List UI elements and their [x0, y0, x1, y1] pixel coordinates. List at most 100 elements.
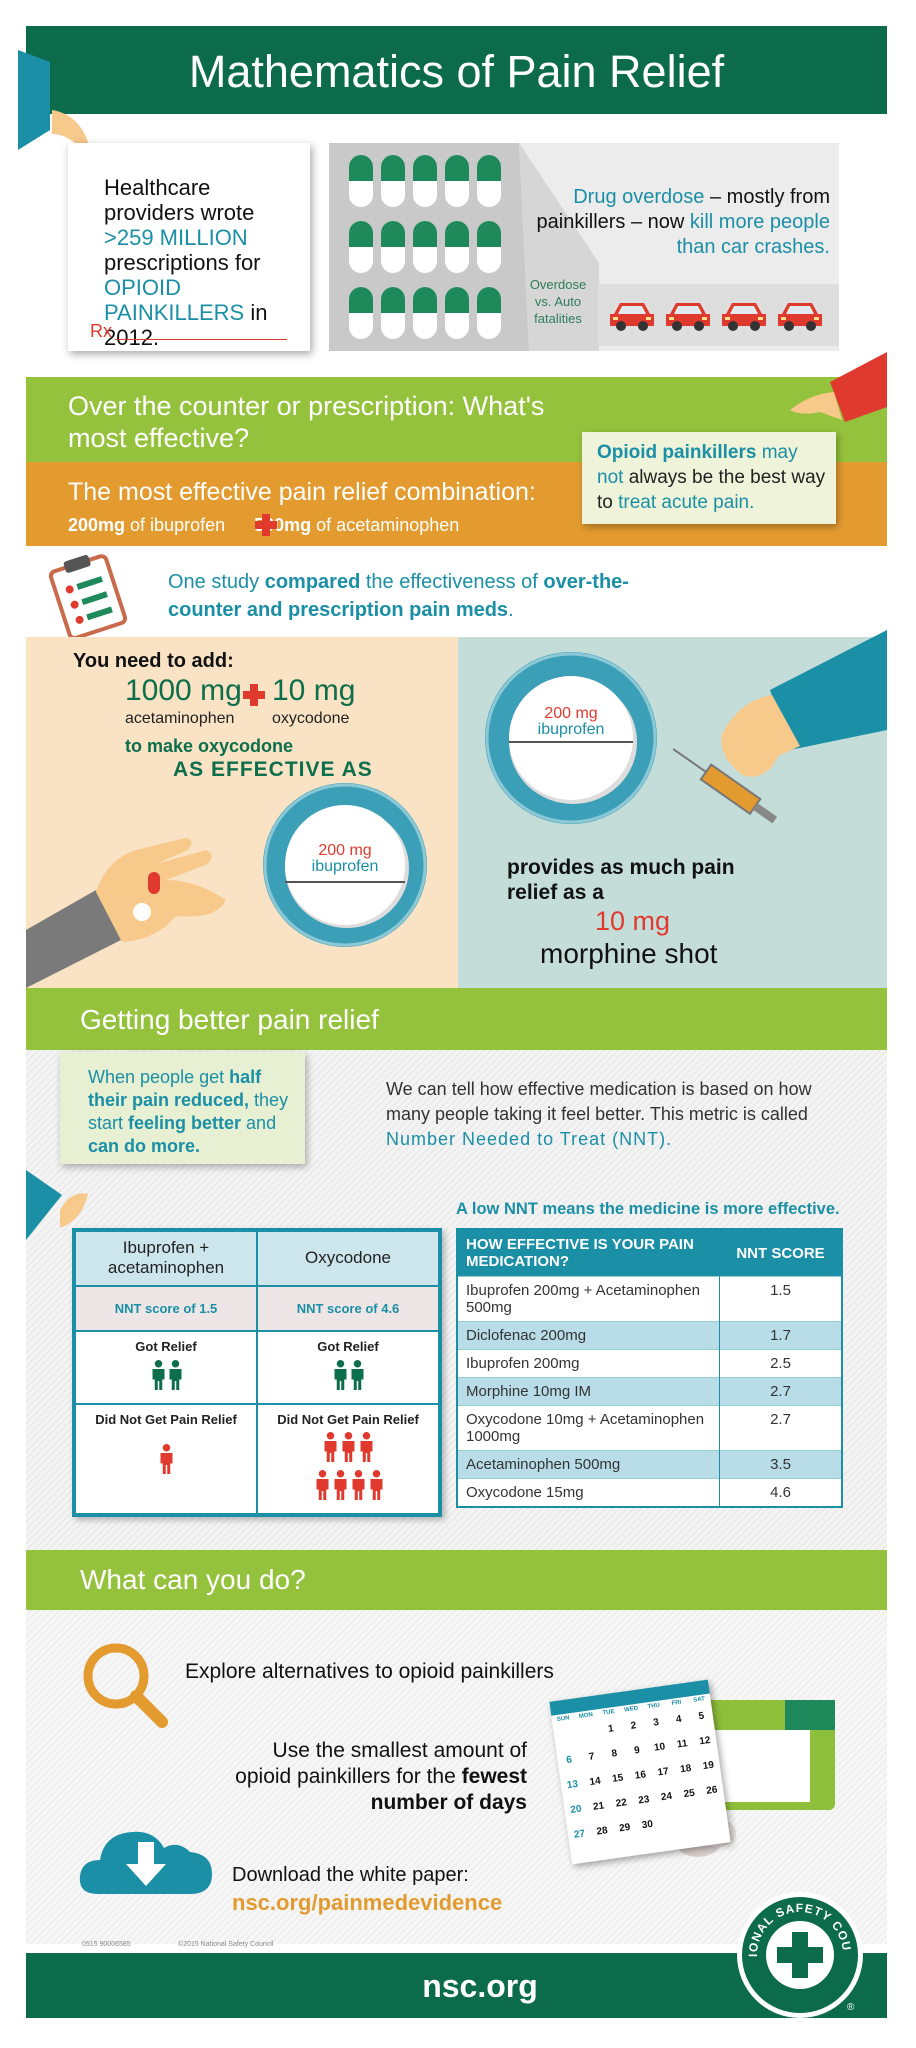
overdose-label: Overdose vs. Auto fatalities: [529, 277, 587, 326]
weekday: SAT: [692, 1696, 706, 1704]
plus-icon: [243, 684, 265, 706]
table-row: Acetaminophen 500mg 3.5: [458, 1450, 841, 1479]
highlight: over-the-counter and prescription pain m…: [168, 571, 629, 621]
day: 18: [679, 1762, 693, 1776]
day: 7: [588, 1751, 596, 1763]
red-sleeve-hand: [790, 352, 887, 422]
download-label: Download the white paper:: [232, 1864, 469, 1886]
day: 8: [610, 1748, 618, 1760]
comparison-line: to make oxycodone: [125, 736, 294, 756]
nnt-note: A low NNT means the medicine is more eff…: [456, 1200, 840, 1218]
day: 20: [569, 1803, 583, 1816]
text: One study: [168, 571, 265, 593]
highlight: half their pain reduced,: [88, 1067, 262, 1110]
need-label: You need to add:: [73, 650, 234, 672]
score-cell: 4.6: [719, 1478, 841, 1506]
download-link[interactable]: nsc.org/painmedevidence: [232, 1890, 503, 1915]
day: 19: [702, 1759, 715, 1773]
table-row: Diclofenac 200mg 1.7: [458, 1321, 841, 1350]
score-cell: 1.7: [719, 1321, 841, 1350]
day: 28: [595, 1825, 609, 1838]
day: 22: [615, 1797, 628, 1810]
medication-cell: Acetaminophen 500mg: [458, 1450, 720, 1479]
highlight: Opioid painkillers: [597, 442, 757, 463]
cloud-download-icon: [79, 1831, 213, 1894]
corner-hand: [18, 50, 90, 151]
pill-drug: ibuprofen: [311, 858, 379, 875]
text: of acetaminophen: [311, 515, 460, 535]
clipboard-icon: [48, 554, 128, 641]
nnt-table: HOW EFFECTIVE IS YOUR PAIN MEDICATION? NN…: [458, 1230, 841, 1506]
medication-cell: Morphine 10mg IM: [458, 1377, 720, 1406]
text: Use the smallest amount of opioid painki…: [235, 1739, 527, 1788]
text: NNT score of 1.5: [114, 1301, 218, 1316]
rx-line: [115, 339, 287, 340]
text: Got Relief: [135, 1339, 197, 1354]
plus-icon: [255, 514, 277, 536]
medication-cell: Diclofenac 200mg: [458, 1321, 720, 1350]
day: 10: [653, 1741, 666, 1754]
better-band: [26, 988, 887, 1050]
highlight: kill more people than car crashes.: [676, 211, 830, 258]
text: Ibuprofen + acetaminophen: [107, 1238, 225, 1277]
drug: oxycodone: [272, 710, 350, 727]
calendar: SUN MON TUE WED THU FRI SAT 1 2 3 4 5 6 7 8 9 10 11 12 13 14…: [549, 1679, 731, 1865]
dose: 10 mg: [272, 674, 356, 707]
table-row: Oxycodone 15mg 4.6: [458, 1478, 841, 1506]
morphine-label: morphine shot: [540, 938, 718, 969]
relief-cell: Got Relief: [257, 1331, 439, 1404]
weekday: SUN: [556, 1715, 571, 1724]
text: in 2012.: [104, 300, 268, 350]
text: Healthcare providers wrote: [104, 175, 255, 225]
text: prescriptions for: [104, 250, 261, 275]
highlight: compared: [264, 571, 361, 593]
provides-text: provides as much pain relief as a: [507, 856, 735, 904]
day: 24: [660, 1790, 673, 1804]
overdose-text: Drug overdose – mostly from painkillers …: [530, 185, 831, 260]
comparison-line: AS EFFECTIVE AS: [173, 758, 373, 781]
nnt-table-box: HOW EFFECTIVE IS YOUR PAIN MEDICATION? NN…: [456, 1228, 843, 1508]
footer-site[interactable]: nsc.org: [422, 1968, 538, 2004]
medication-cell: Oxycodone 10mg + Acetaminophen 1000mg: [458, 1405, 720, 1451]
pill-dose: 200 mg: [318, 842, 372, 859]
day: 23: [637, 1794, 651, 1807]
weekday: WED: [623, 1705, 639, 1714]
text: When people get: [88, 1067, 230, 1087]
day: 1: [607, 1723, 615, 1735]
combo-title: The most effective pain relief combinati…: [68, 478, 536, 506]
highlight: fewest number of days: [370, 1765, 527, 1814]
text: they start: [88, 1090, 289, 1133]
text: Did Not Get Pain Relief: [277, 1412, 419, 1427]
ibuprofen-pill-left: [263, 783, 427, 947]
registered-mark: ®: [847, 2002, 855, 2013]
highlight: OPIOID PAINKILLERS: [104, 275, 245, 325]
opioid-callout-text: Opioid painkillers may not always be the…: [597, 440, 827, 515]
day: 17: [656, 1766, 670, 1779]
highlight: Drug overdose: [573, 186, 705, 208]
day: 13: [566, 1778, 579, 1792]
text: NNT score of 4.6: [296, 1301, 400, 1316]
relief-callout: [60, 1052, 305, 1164]
magnifier-icon: [83, 1643, 168, 1728]
column-header: Oxycodone: [257, 1231, 439, 1286]
people-icons: [152, 1360, 383, 1500]
nsc-badge: NATIONAL SAFETY COUNCIL ®: [730, 1879, 863, 2018]
medicine-bottle: [690, 1700, 835, 1810]
nnt-explanation: We can tell how effective medication is …: [386, 1077, 851, 1152]
text: Got Relief: [317, 1339, 379, 1354]
day: 27: [573, 1828, 586, 1841]
highlight: feeling better: [128, 1113, 242, 1133]
highlight: treat acute pain.: [618, 492, 755, 513]
medication-cell: Oxycodone 15mg: [458, 1478, 720, 1506]
header-row: HOW EFFECTIVE IS YOUR PAIN MEDICATION? NN…: [458, 1230, 841, 1277]
study-text: One study compared the effectiveness of …: [168, 568, 638, 624]
table-row: Ibuprofen 200mg + Acetaminophen 500mg 1.5: [458, 1276, 841, 1322]
pills-area: [329, 143, 529, 351]
table-row: Morphine 10mg IM 2.7: [458, 1377, 841, 1406]
day: 29: [618, 1821, 632, 1835]
day: 11: [676, 1738, 689, 1751]
question-title: Over the counter or prescription: What's…: [68, 391, 545, 453]
better-title: Getting better pain relief: [80, 1004, 379, 1035]
highlight: Number Needed to Treat (NNT).: [386, 1129, 673, 1149]
